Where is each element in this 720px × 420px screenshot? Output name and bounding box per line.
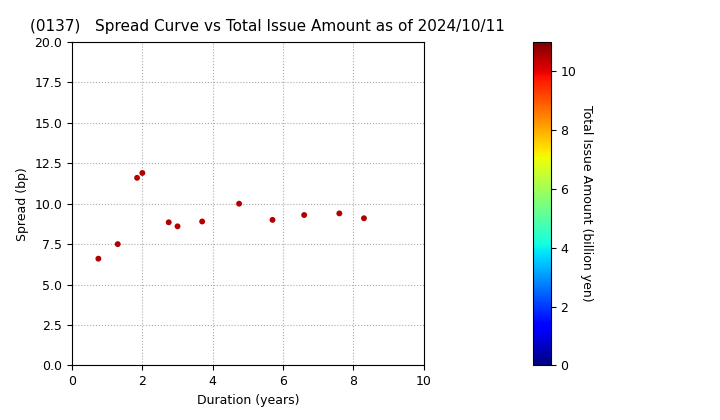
X-axis label: Duration (years): Duration (years) [197, 394, 299, 407]
Point [197, 218, 208, 225]
Point [359, 215, 370, 222]
Point [163, 219, 174, 226]
Point [233, 200, 245, 207]
Text: (0137)   Spread Curve vs Total Issue Amount as of 2024/10/11: (0137) Spread Curve vs Total Issue Amoun… [30, 19, 505, 34]
Y-axis label: Total Issue Amount (billion yen): Total Issue Amount (billion yen) [580, 105, 593, 302]
Point [131, 174, 143, 181]
Point [298, 212, 310, 218]
Y-axis label: Spread (bp): Spread (bp) [16, 167, 29, 241]
Point [266, 217, 278, 223]
Point [172, 223, 184, 230]
Point [112, 241, 124, 247]
Point [137, 170, 148, 176]
Point [93, 255, 104, 262]
Point [333, 210, 345, 217]
